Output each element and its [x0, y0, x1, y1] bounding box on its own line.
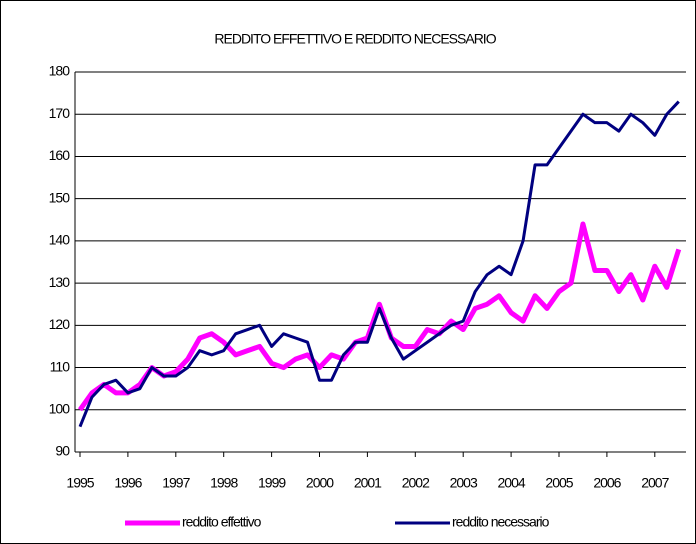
y-tick-label: 110: [50, 358, 71, 374]
x-tick-label: 1999: [258, 475, 286, 491]
y-tick-label: 100: [49, 400, 71, 416]
x-tick-label: 2003: [450, 475, 478, 491]
y-tick-label: 140: [49, 232, 71, 248]
x-tick-label: 2001: [354, 475, 382, 491]
x-tick-label: 2000: [306, 475, 334, 491]
series-line: [78, 100, 680, 428]
y-tick-label: 170: [49, 105, 71, 121]
y-tick-label: 150: [49, 189, 71, 205]
x-tick-label: 2006: [593, 475, 621, 491]
y-tick-label: 160: [49, 147, 71, 163]
x-tick-label: 1996: [114, 475, 142, 491]
x-tick-label: 2005: [545, 475, 573, 491]
x-tick-label: 1997: [162, 475, 190, 491]
legend-label: reddito necessario: [452, 514, 550, 530]
x-tick-label: 2002: [402, 475, 430, 491]
legend-label: reddito effettivo: [182, 514, 262, 530]
x-tick-label: 2004: [498, 475, 526, 491]
x-tick-label: 2007: [641, 475, 669, 491]
y-tick-label: 120: [49, 316, 71, 332]
chart-title: REDDITO EFFETTIVO E REDDITO NECESSARIO: [214, 31, 496, 47]
x-tick-label: 1998: [210, 475, 238, 491]
y-tick-label: 90: [55, 443, 70, 459]
x-tick-label: 1995: [66, 475, 94, 491]
y-tick-label: 180: [49, 63, 71, 79]
series-line: [77, 221, 682, 412]
y-tick-label: 130: [49, 274, 71, 290]
